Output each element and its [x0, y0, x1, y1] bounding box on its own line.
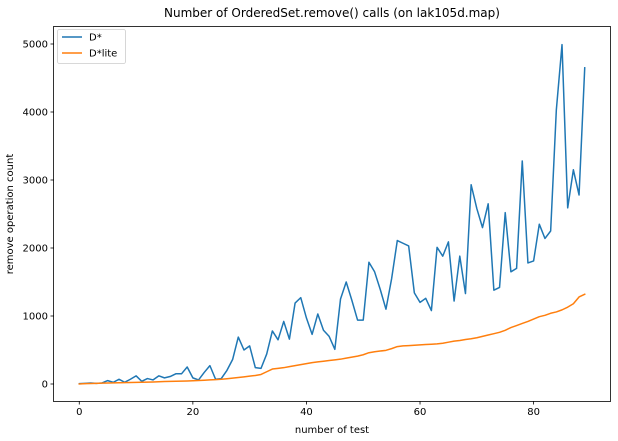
y-axis: 0 1000 2000 3000 4000 5000	[23, 40, 54, 391]
y-tick-label: 2000	[23, 244, 48, 255]
x-tick-label: 0	[76, 407, 82, 418]
y-axis-label: remove operation count	[5, 154, 16, 275]
series-line-d-star	[78, 43, 586, 385]
y-tick-label: 5000	[23, 40, 48, 51]
chart-title: Number of OrderedSet.remove() calls (on …	[164, 6, 500, 20]
series-line-d-starlite	[78, 293, 586, 385]
legend: D* D*lite	[57, 29, 126, 64]
y-tick-label: 1000	[23, 312, 48, 323]
y-tick-label: 0	[42, 380, 48, 391]
legend-label-d-star: D*	[89, 33, 102, 44]
legend-box	[57, 29, 126, 64]
y-tick-label: 3000	[23, 176, 48, 187]
series-layer	[78, 43, 586, 385]
x-tick-label: 40	[300, 407, 313, 418]
legend-label-d-star-lite: D*lite	[89, 49, 117, 60]
x-tick-label: 60	[414, 407, 427, 418]
y-tick-label: 4000	[23, 108, 48, 119]
axes-frame	[53, 26, 611, 402]
x-axis-label: number of test	[295, 425, 369, 436]
x-tick-label: 20	[186, 407, 199, 418]
x-axis: 0 20 40 60 80	[76, 401, 540, 418]
x-tick-label: 80	[527, 407, 540, 418]
